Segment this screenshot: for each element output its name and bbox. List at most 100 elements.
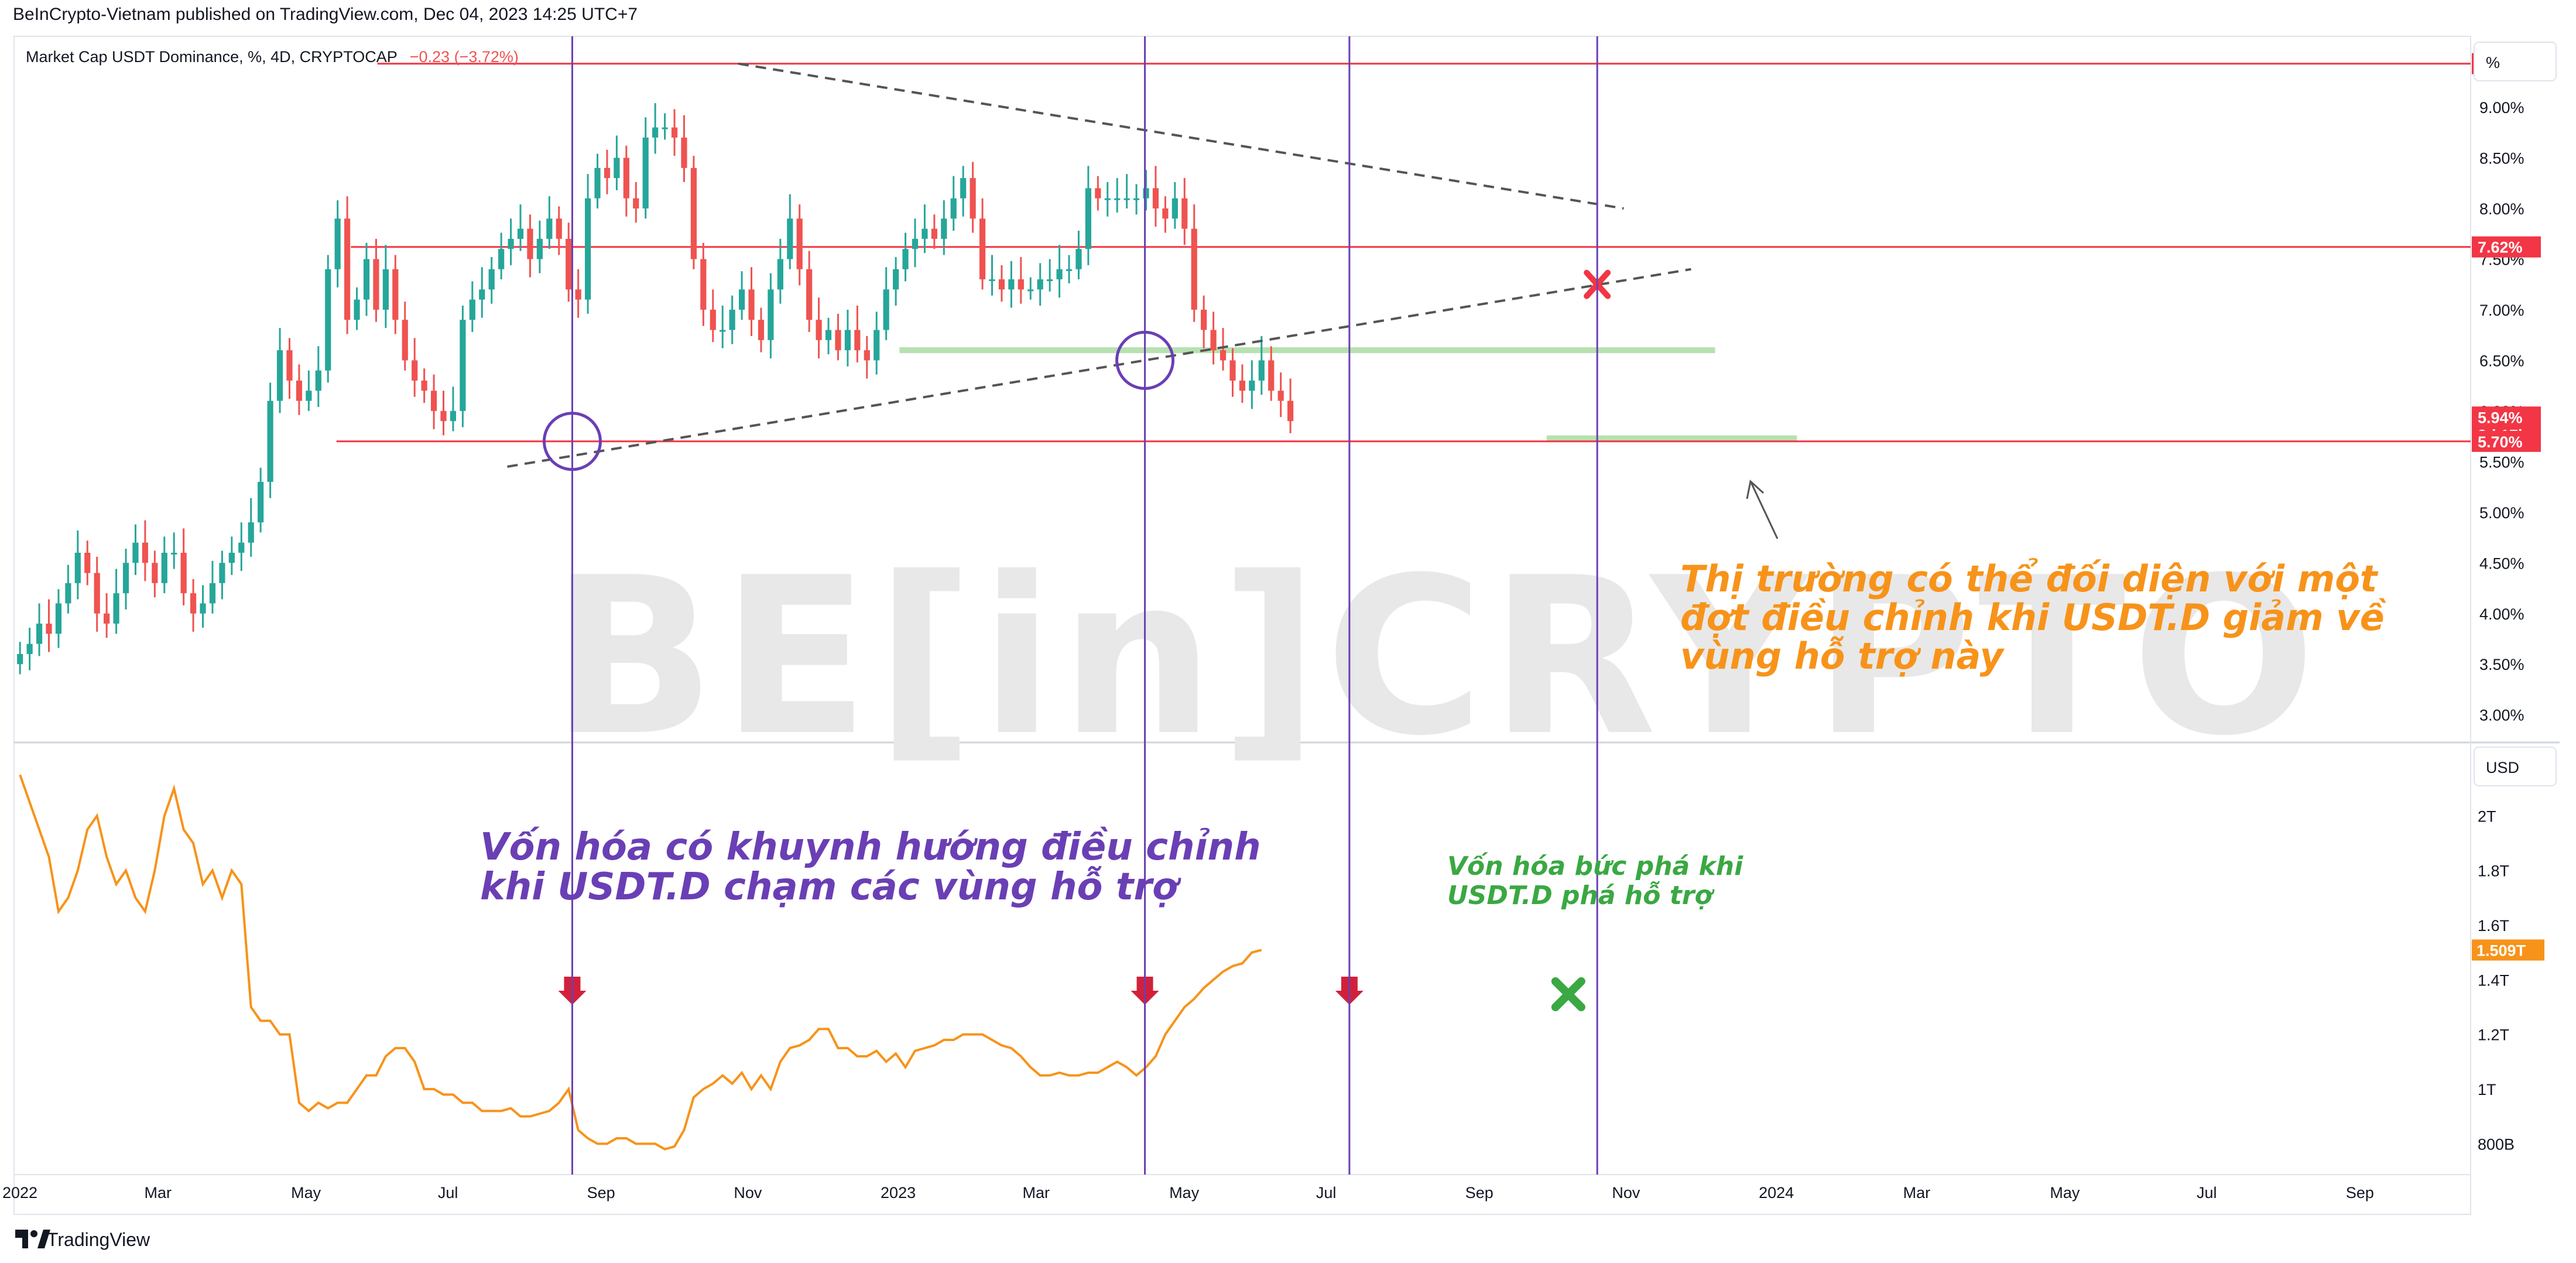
percent-scale-button[interactable]	[2474, 42, 2557, 81]
x-axis-tick: Jul	[2197, 1184, 2217, 1202]
market-cap-pane: 2T 1.8T 1.6T 1.4T 1.2T 1T 800B 1.509T	[19, 774, 2544, 1153]
candle-body	[1104, 198, 1111, 200]
price-tag-label: 5.70%	[2478, 433, 2523, 451]
candle-body	[1152, 188, 1159, 208]
marketcap-y-tick: 1.8T	[2478, 862, 2509, 880]
candle-body	[1162, 208, 1169, 219]
candle-body	[190, 593, 197, 614]
candle-body	[1133, 198, 1140, 200]
dominance-y-tick: 5.00%	[2479, 504, 2524, 522]
candle-body	[950, 198, 957, 219]
candle-body	[893, 269, 899, 290]
beincrypto-watermark: BE[in]CRYPTO	[550, 532, 2321, 783]
candle-body	[508, 238, 514, 249]
candle-body	[36, 624, 43, 644]
candle-body	[55, 603, 62, 634]
dominance-y-tick: 6.50%	[2479, 352, 2524, 369]
candle-body	[152, 563, 158, 583]
purple-annotation-line-1: Vốn hóa có khuynh hướng điều chỉnh	[480, 826, 1261, 869]
x-axis-tick: Sep	[587, 1184, 615, 1202]
candle-body	[180, 553, 187, 594]
candle-body	[873, 330, 880, 361]
dominance-annotation-line-3: vùng hỗ trợ này	[1680, 635, 2005, 677]
candle-body	[883, 289, 889, 330]
green-annotation-line-1: Vốn hóa bức phá khi	[1447, 851, 1743, 881]
candle-body	[94, 573, 100, 614]
candle-body	[931, 228, 937, 239]
dominance-annotation-line-2: đợt điều chỉnh khi USDT.D giảm về	[1680, 596, 2386, 639]
candle-body	[440, 410, 447, 422]
candle-body	[354, 299, 360, 320]
candle-body	[681, 137, 687, 168]
candle-body	[758, 320, 765, 340]
candle-body	[1095, 188, 1101, 198]
candle-body	[1075, 249, 1082, 269]
dominance-y-tick: 3.00%	[2479, 707, 2524, 724]
x-axis-tick: Mar	[1023, 1184, 1050, 1202]
x-axis-tick: Jul	[1316, 1184, 1337, 1202]
candle-body	[325, 269, 331, 371]
price-tag	[2472, 236, 2541, 258]
candle-body	[488, 269, 495, 290]
dominance-y-tick: 4.50%	[2479, 555, 2524, 572]
dominance-annotation: Thị trường có thể đối diện với một đợt đ…	[1680, 557, 2386, 677]
green-annotation-line-2: USDT.D phá hỗ trợ	[1447, 881, 1714, 911]
candle-body	[566, 238, 572, 290]
x-axis-tick: 2022	[2, 1184, 37, 1202]
tradingview-logo[interactable]: TradingView	[15, 1229, 150, 1250]
dominance-y-tick: 3.50%	[2479, 656, 2524, 673]
candle-body	[700, 259, 707, 310]
x-axis-tick: 2023	[881, 1184, 916, 1202]
candle-body	[536, 238, 543, 259]
candle-body	[104, 613, 110, 624]
candle-body	[671, 127, 678, 138]
candle-body	[142, 542, 148, 563]
candle-body	[864, 350, 870, 361]
candle-body	[690, 167, 697, 259]
dashed-trendline	[507, 268, 1691, 468]
candle-body	[1037, 279, 1043, 290]
x-axis-tick: Nov	[1612, 1184, 1640, 1202]
marketcap-line	[19, 774, 1262, 1151]
x-axis-tick: May	[291, 1184, 321, 1202]
dominance-y-tick: 8.00%	[2479, 200, 2524, 218]
top-pane-change: −0.23 (−3.72%)	[410, 48, 519, 66]
candle-body	[402, 320, 408, 361]
candle-body	[1027, 289, 1034, 292]
candle-body	[816, 320, 822, 340]
top-pane-title: Market Cap USDT Dominance, %, 4D, CRYPTO…	[26, 48, 397, 66]
candle-body	[1249, 381, 1255, 391]
candle-body	[1085, 188, 1091, 249]
candle-body	[65, 583, 71, 604]
dominance-y-tick: 8.50%	[2479, 150, 2524, 167]
candle-body	[382, 269, 389, 310]
purple-annotation-line-2: khi USDT.D chạm các vùng hỗ trợ	[480, 865, 1181, 909]
candle-body	[575, 289, 581, 300]
candle-body	[720, 330, 726, 332]
candle-body	[373, 259, 379, 310]
candle-body	[662, 127, 668, 129]
candle-body	[584, 198, 591, 300]
candle-body	[1047, 279, 1053, 282]
candle-body	[1287, 401, 1294, 422]
candle-body	[1210, 330, 1217, 351]
candle-body	[729, 309, 735, 330]
candle-body	[912, 238, 919, 249]
usd-scale-button[interactable]	[2474, 747, 2557, 786]
candle-body	[209, 583, 216, 604]
candle-body	[546, 218, 553, 239]
dominance-y-tick: 9.00%	[2479, 99, 2524, 117]
candle-body	[238, 542, 245, 553]
marketcap-y-tick: 1T	[2478, 1081, 2496, 1098]
x-axis-tick: Jul	[438, 1184, 458, 1202]
candle-body	[296, 381, 303, 401]
candle-body	[161, 553, 167, 583]
candle-body	[652, 127, 659, 138]
candle-body	[1220, 350, 1227, 361]
x-axis-tick: 2024	[1759, 1184, 1794, 1202]
x-axis-tick: May	[2050, 1184, 2080, 1202]
candle-body	[1171, 198, 1178, 219]
candle-body	[1277, 391, 1284, 401]
candle-body	[450, 410, 457, 422]
